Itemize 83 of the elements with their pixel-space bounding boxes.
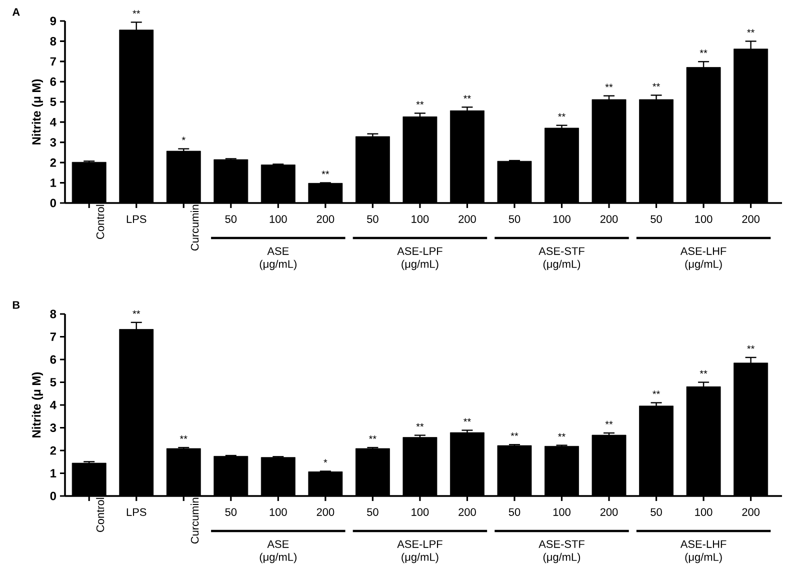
x-tick-label: 200: [600, 508, 618, 516]
x-tick-label: 200: [316, 215, 334, 223]
text: ASE-STF (μg/mL): [538, 540, 584, 564]
x-tick-label: 100: [695, 215, 712, 223]
y-tick-label: 7: [50, 57, 56, 66]
y-tick-label: 3: [50, 138, 56, 147]
data-label: *: [182, 136, 186, 140]
y-tick-label: 0: [50, 492, 56, 500]
data-label: **: [180, 435, 188, 439]
text: ASE-LHF (μg/mL): [680, 247, 726, 270]
data-label: **: [558, 433, 566, 437]
chart-title: B: [12, 301, 20, 309]
x-tick-label: 200: [742, 215, 760, 223]
text: ASE-LPF (μg/mL): [397, 247, 442, 270]
x-tick-label: 100: [270, 215, 287, 223]
x-tick-label: Curcumin: [190, 204, 199, 251]
x-tick-label: 50: [225, 215, 237, 223]
x-tick-label: 50: [367, 215, 378, 223]
data-label: **: [464, 95, 471, 99]
data-label: **: [747, 345, 755, 349]
y-tick-label: 0: [50, 198, 56, 208]
y-axis-title: Nitrite (μ M): [32, 372, 43, 438]
x-tick-label: 100: [270, 508, 287, 516]
x-tick-label: Curcumin: [190, 498, 199, 544]
x-tick-label: 200: [458, 215, 476, 223]
y-tick-label: 1: [50, 178, 56, 187]
text: ASE-STF (μg/mL): [538, 247, 584, 270]
data-label: **: [416, 101, 424, 105]
y-tick-label: 6: [50, 77, 56, 86]
data-label: **: [700, 370, 708, 374]
data-label: **: [747, 29, 755, 33]
x-tick-label: 200: [458, 508, 476, 516]
y-axis-title: Nitrite (μ M): [32, 79, 43, 144]
text: ASE-LPF (μg/mL): [397, 540, 442, 564]
data-label: **: [416, 423, 424, 427]
x-tick-label: 100: [553, 508, 570, 516]
x-tick-label: 50: [508, 215, 520, 223]
x-tick-label: 50: [650, 215, 662, 223]
text: ASE (μg/mL): [260, 540, 296, 564]
data-label: **: [132, 310, 140, 314]
chart-title: A: [12, 8, 20, 16]
x-tick-label: 50: [508, 508, 520, 516]
y-tick-label: 8: [50, 36, 56, 46]
text: ASE (μg/mL): [260, 247, 296, 270]
y-tick-label: 4: [50, 400, 56, 410]
x-tick-label: Control: [96, 498, 104, 532]
x-tick-label: 50: [650, 508, 662, 516]
data-label: **: [464, 418, 471, 422]
data-label: **: [368, 435, 376, 439]
y-tick-label: 7: [50, 332, 56, 341]
x-tick-label: 200: [600, 215, 618, 223]
data-label: **: [652, 390, 660, 394]
y-tick-label: 3: [50, 424, 56, 432]
x-tick-label: 100: [695, 508, 712, 516]
x-tick-label: 100: [412, 215, 429, 223]
data-label: **: [132, 10, 140, 14]
x-tick-label: 50: [367, 508, 378, 516]
y-tick-label: 1: [50, 469, 56, 478]
y-tick-label: 5: [50, 98, 56, 106]
x-tick-label: 200: [316, 508, 334, 516]
y-tick-label: 5: [50, 378, 56, 386]
x-tick-label: LPS: [126, 215, 146, 223]
x-tick-label: 100: [553, 215, 570, 223]
y-tick-label: 8: [50, 310, 56, 318]
x-tick-label: LPS: [126, 508, 146, 516]
x-tick-label: 200: [742, 508, 760, 516]
text: ASE-LHF (μg/mL): [680, 540, 726, 564]
data-label: **: [322, 170, 330, 174]
data-label: **: [605, 84, 613, 88]
y-tick-label: 2: [50, 158, 56, 167]
data-label: **: [510, 432, 518, 436]
y-tick-label: 9: [50, 16, 56, 26]
y-tick-label: 4: [50, 118, 56, 126]
data-label: **: [605, 420, 613, 424]
data-label: *: [324, 459, 328, 463]
x-tick-label: Control: [96, 204, 104, 239]
y-tick-label: 6: [50, 355, 56, 364]
data-label: **: [652, 83, 660, 87]
y-tick-label: 2: [50, 446, 56, 455]
x-tick-label: 50: [225, 508, 237, 516]
x-tick-label: 100: [412, 508, 429, 516]
data-label: **: [558, 113, 566, 117]
data-label: **: [700, 50, 708, 54]
